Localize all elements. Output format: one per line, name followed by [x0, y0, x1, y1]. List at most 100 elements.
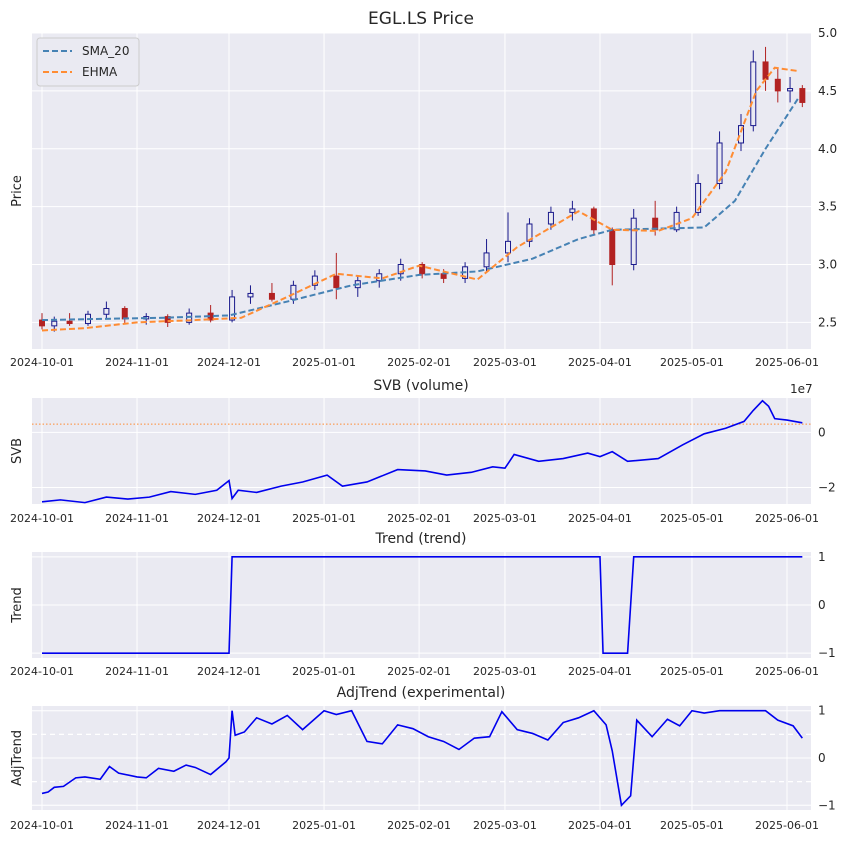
svb-yticks: −2 0: [818, 425, 836, 494]
candle-body: [569, 208, 576, 213]
x-tick-label: 2025-06-01: [755, 512, 819, 525]
price-panel: 2.53.03.54.04.55.0 2024-10-01 2024-11-01 2…: [10, 9, 837, 369]
x-tick-label: 2025-06-01: [755, 356, 819, 369]
candle-body: [247, 292, 254, 298]
figure-title: EGL.LS Price: [368, 9, 474, 29]
x-tick-label: 2025-04-01: [568, 819, 632, 832]
y-tick-label: 1: [818, 704, 826, 718]
x-tick-label: 2024-10-01: [10, 512, 74, 525]
y-tick-label: −1: [818, 646, 836, 660]
y-tick-label: 0: [818, 751, 826, 765]
candle-body: [609, 229, 616, 266]
x-tick-label: 2024-10-01: [10, 356, 74, 369]
y-tick-label: 2.5: [818, 315, 837, 329]
candle-body: [121, 307, 128, 320]
y-tick-label: 0: [818, 425, 826, 439]
x-tick-label: 2025-05-01: [660, 665, 724, 678]
candle-body: [673, 211, 680, 231]
x-tick-label: 2025-05-01: [660, 819, 724, 832]
candle-body: [419, 264, 426, 275]
x-tick-label: 2025-06-01: [755, 819, 819, 832]
price-yticks: 2.5 3.0 3.5 4.0 4.5 5.0: [818, 26, 837, 329]
candle-body: [164, 316, 171, 323]
adjtrend-title: AdjTrend (experimental): [337, 685, 506, 701]
candle-body: [483, 252, 490, 268]
x-tick-label: 2025-05-01: [660, 356, 724, 369]
trend-xticks: 2024-10-01 2024-11-01 2024-12-01 2025-01-01…: [10, 665, 819, 678]
candle-body: [547, 211, 554, 225]
candle-body: [716, 142, 723, 184]
svb-gridlines: [32, 398, 811, 504]
trend-marks: [42, 556, 803, 654]
adjtrend-yticks: −1 0 1: [818, 704, 836, 813]
candle-body: [630, 217, 637, 266]
x-tick-label: 2025-04-01: [568, 356, 632, 369]
adjtrend-marks: [41, 709, 803, 807]
price-plot-area: [32, 33, 811, 349]
x-tick-label: 2025-02-01: [387, 356, 451, 369]
svb-xticks: 2024-10-01 2024-11-01 2024-12-01 2025-01-01…: [10, 512, 819, 525]
x-tick-label: 2025-03-01: [473, 356, 537, 369]
candle-body: [774, 78, 781, 92]
candle-body: [290, 284, 297, 300]
x-tick-label: 2024-11-01: [105, 512, 169, 525]
x-tick-label: 2024-11-01: [105, 819, 169, 832]
candle-body: [505, 240, 512, 254]
y-tick-label: 4.0: [818, 142, 837, 156]
candle-body: [397, 264, 404, 275]
svb-title: SVB (volume): [373, 378, 468, 394]
x-tick-label: 2025-04-01: [568, 665, 632, 678]
x-tick-label: 2024-10-01: [10, 665, 74, 678]
x-tick-label: 2024-12-01: [197, 356, 261, 369]
trend-panel: −1 0 1 2024-10-01 2024-11-01 2024-12-01 2025-…: [10, 531, 836, 678]
trend-y-axis-label: Trend: [10, 587, 25, 624]
adjtrend-panel: −1 0 1 2024-10-01 2024-11-01 2024-12-01 2025-…: [10, 685, 836, 832]
candle-body: [51, 320, 58, 327]
x-tick-label: 2025-02-01: [387, 665, 451, 678]
x-tick-label: 2024-11-01: [105, 665, 169, 678]
candle-body: [652, 217, 659, 231]
x-tick-label: 2025-02-01: [387, 512, 451, 525]
candle-body: [526, 223, 533, 242]
series-line: [41, 709, 803, 807]
sma-20-line: [41, 96, 801, 322]
x-tick-label: 2024-11-01: [105, 356, 169, 369]
candle-body: [787, 88, 794, 92]
adjtrend-y-axis-label: AdjTrend: [10, 730, 25, 786]
adjtrend-gridlines: [32, 706, 811, 810]
x-tick-label: 2025-03-01: [473, 512, 537, 525]
candle-body: [695, 182, 702, 213]
x-tick-label: 2025-05-01: [660, 512, 724, 525]
candle-body: [103, 307, 110, 315]
price-marks: [39, 46, 806, 332]
trend-title: Trend (trend): [375, 531, 467, 547]
trend-yticks: −1 0 1: [818, 550, 836, 660]
y-tick-label: 3.5: [818, 200, 837, 214]
ehma-line: [41, 66, 800, 332]
y-tick-label: −1: [818, 798, 836, 812]
y-tick-label: 3.0: [818, 258, 837, 272]
legend-ehma-label: EHMA: [82, 65, 118, 79]
x-tick-label: 2025-01-01: [292, 665, 356, 678]
x-tick-label: 2025-02-01: [387, 819, 451, 832]
candle-body: [762, 61, 769, 80]
price-y-axis-label: Price: [10, 175, 25, 207]
series-line: [42, 556, 803, 654]
x-tick-label: 2025-01-01: [292, 512, 356, 525]
y-tick-label: 5.0: [818, 26, 837, 40]
x-tick-label: 2025-03-01: [473, 819, 537, 832]
candle-body: [333, 275, 340, 289]
svb-offset-label: 1e7: [790, 382, 813, 396]
candle-body: [799, 88, 806, 103]
series-line: [41, 399, 803, 504]
x-tick-label: 2025-01-01: [292, 356, 356, 369]
legend-sma-label: SMA_20: [82, 44, 129, 58]
x-tick-label: 2024-12-01: [197, 665, 261, 678]
x-tick-label: 2024-12-01: [197, 512, 261, 525]
candle-body: [66, 320, 73, 325]
adjtrend-xticks: 2024-10-01 2024-11-01 2024-12-01 2025-01-01…: [10, 819, 819, 832]
y-tick-label: 0: [818, 598, 826, 612]
y-tick-label: −2: [818, 480, 836, 494]
price-gridlines: [32, 32, 811, 349]
